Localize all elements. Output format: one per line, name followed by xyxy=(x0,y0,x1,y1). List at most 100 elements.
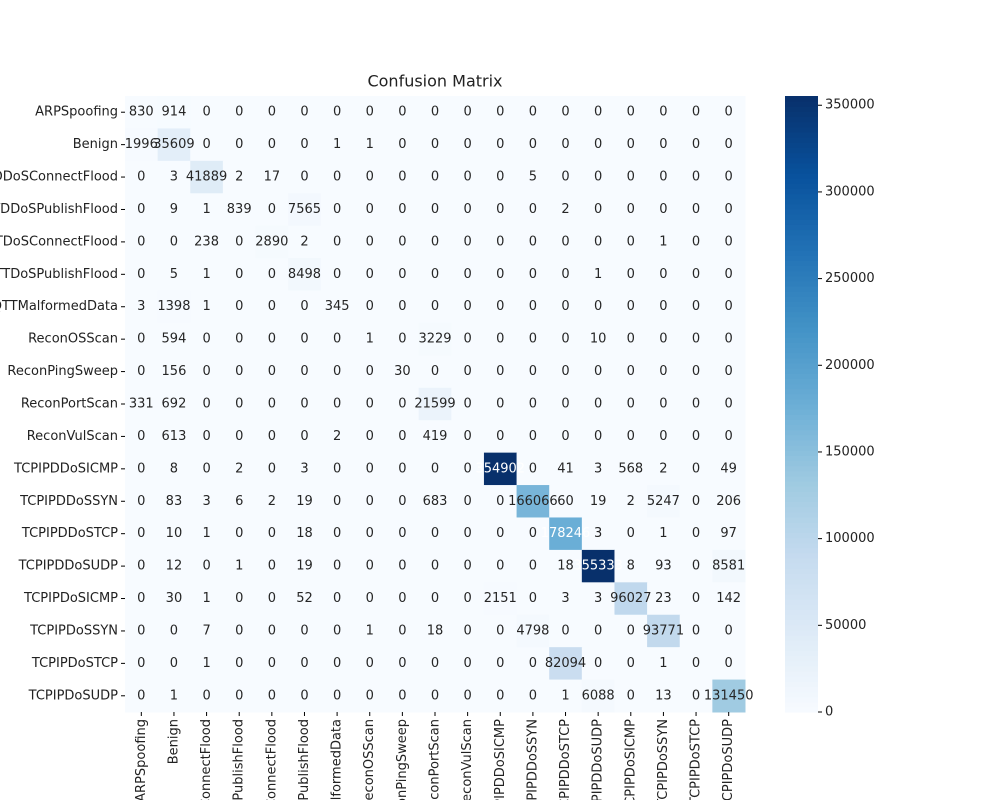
cell-label: 0 xyxy=(398,202,406,217)
colorbar-segment xyxy=(785,229,818,236)
cell xyxy=(190,193,224,227)
cell xyxy=(288,614,322,648)
cell xyxy=(222,290,257,324)
cell-label: 19 xyxy=(590,494,607,509)
cell xyxy=(712,128,746,162)
cell xyxy=(320,614,354,648)
cell xyxy=(483,322,518,356)
cell-label: 0 xyxy=(463,559,471,574)
cell-label: 613 xyxy=(162,429,187,444)
cell-label: 0 xyxy=(202,429,210,444)
cell xyxy=(288,225,322,259)
cell xyxy=(483,225,518,259)
cell-label: 21599 xyxy=(414,397,455,412)
cell xyxy=(483,582,518,616)
cell-label: 0 xyxy=(692,559,700,574)
cell xyxy=(125,582,159,616)
cell xyxy=(288,647,322,681)
y-tick-label: MQTTMalformedData xyxy=(0,299,118,314)
cell-label: 0 xyxy=(333,364,341,379)
cell xyxy=(549,160,583,194)
cell-label: 0 xyxy=(398,656,406,671)
colorbar-segment xyxy=(785,116,818,123)
cell-label: 0 xyxy=(431,170,439,185)
colorbar-segment xyxy=(785,558,818,564)
cell-label: 0 xyxy=(333,526,341,541)
cell-label: 156 xyxy=(162,364,187,379)
cell-label: 0 xyxy=(496,656,504,671)
cell xyxy=(255,128,289,162)
cell xyxy=(320,258,354,292)
cell xyxy=(157,614,191,648)
cell-label: 0 xyxy=(268,137,276,152)
cell xyxy=(679,452,713,486)
cell xyxy=(549,96,583,129)
colorbar-segment xyxy=(785,455,818,462)
cell-label: 0 xyxy=(692,494,700,509)
cell-label: 0 xyxy=(659,202,667,217)
cell-label: 0 xyxy=(561,397,569,412)
cell-label: 0 xyxy=(333,234,341,249)
cell-label: 0 xyxy=(268,397,276,412)
x-tick-label: ReconPingSweep xyxy=(395,719,410,800)
cell-label: 0 xyxy=(692,234,700,249)
cell xyxy=(647,582,681,616)
colorbar-segment xyxy=(785,393,818,400)
cell xyxy=(712,485,746,518)
cell xyxy=(222,355,257,389)
colorbar-segment xyxy=(785,614,818,621)
cell-label: 0 xyxy=(300,170,308,185)
colorbar-tick-label: 300000 xyxy=(825,184,875,199)
cell-label: 41 xyxy=(557,461,574,476)
colorbar-segment xyxy=(785,460,818,467)
cell-label: 0 xyxy=(431,234,439,249)
cell xyxy=(320,420,354,454)
cell-label: 17 xyxy=(264,170,281,185)
cell-label: 0 xyxy=(235,299,243,314)
cell xyxy=(125,128,159,162)
x-tick-label: MQTTDoSConnectFlood xyxy=(264,719,279,800)
cell xyxy=(418,582,452,616)
colorbar-segment xyxy=(785,383,818,390)
cell xyxy=(255,420,289,454)
cell-label: 0 xyxy=(496,494,504,509)
cell-label: 0 xyxy=(463,591,471,606)
cell xyxy=(157,160,191,194)
colorbar-segment xyxy=(785,239,818,246)
cell-label: 0 xyxy=(431,591,439,606)
x-tick-label: MQTTDoSPublishFlood xyxy=(297,719,312,800)
cell-label: 0 xyxy=(627,202,635,217)
cell-label: 0 xyxy=(692,137,700,152)
cell-label: 0 xyxy=(268,267,276,282)
x-tick-label: TCPIPDDoSSYN xyxy=(525,719,540,800)
cell xyxy=(549,225,583,259)
cell xyxy=(679,355,713,389)
cell xyxy=(549,322,583,356)
cell-label: 0 xyxy=(594,429,602,444)
cell-label: 0 xyxy=(463,105,471,120)
cell xyxy=(157,452,191,486)
cell-label: 0 xyxy=(529,591,537,606)
cell-label: 6 xyxy=(235,494,243,509)
cell xyxy=(157,96,191,129)
colorbar-segment xyxy=(785,167,818,174)
cell-label: 0 xyxy=(268,105,276,120)
cell-label: 0 xyxy=(725,170,733,185)
cell xyxy=(451,258,485,292)
cell xyxy=(647,647,681,681)
cell xyxy=(157,485,191,518)
cell xyxy=(125,225,159,259)
cell-label: 18 xyxy=(557,559,574,574)
colorbar-segment xyxy=(785,362,818,369)
cell-label: 0 xyxy=(366,397,374,412)
colorbar-segment xyxy=(785,321,818,328)
cell-label: 0 xyxy=(659,299,667,314)
y-tick-label: MQTTDDoSConnectFlood xyxy=(0,170,118,185)
cell-label: 142 xyxy=(716,591,741,606)
cell xyxy=(549,193,583,227)
cell xyxy=(712,387,746,421)
cell-label: 0 xyxy=(333,591,341,606)
cell-label: 0 xyxy=(333,332,341,347)
cell-label: 0 xyxy=(431,202,439,217)
cell-label: 206 xyxy=(716,494,741,509)
